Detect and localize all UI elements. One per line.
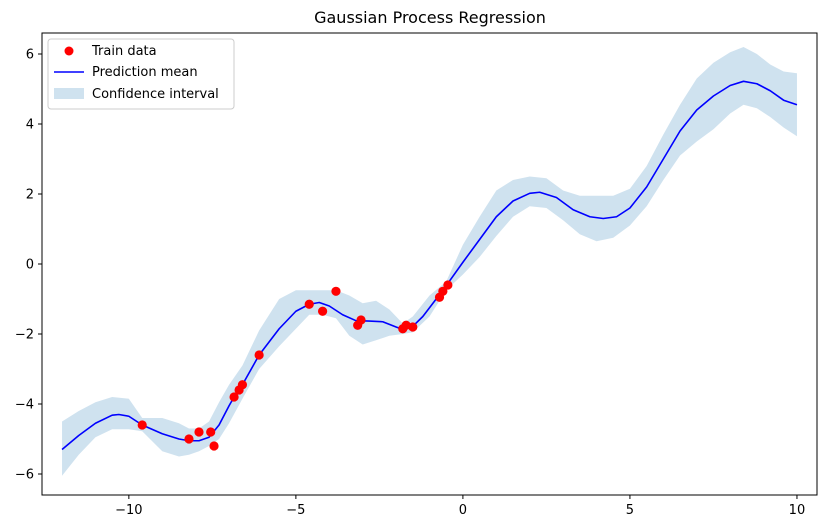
legend-train-data-label: Train data [91,44,157,59]
x-tick-label: −5 [286,503,305,518]
train-data-point [331,286,341,296]
train-data-point [356,315,366,325]
plot-area [61,47,798,476]
x-tick-label: −10 [115,503,142,518]
y-tick-label: 4 [26,118,34,133]
train-data-point [206,427,216,437]
y-tick-label: −6 [15,468,34,483]
confidence-interval-band [62,47,797,476]
y-tick-label: 6 [26,48,34,63]
y-tick-label: 0 [26,258,34,273]
train-data-point [318,306,328,316]
y-tick-label: 2 [26,188,34,203]
axis-ticks: −10 −5 0 5 10 −6 −4 −2 0 2 4 6 [15,48,805,519]
legend-confidence-interval-label: Confidence interval [92,87,219,102]
train-data-point [254,350,264,360]
x-tick-label: 5 [626,503,634,518]
legend: Train data Prediction mean Confidence in… [47,38,235,110]
legend-confidence-interval-patch [54,88,84,99]
legend-box [47,38,235,110]
legend-train-data-marker [64,46,74,56]
train-data-point [408,322,418,332]
legend-prediction-mean-label: Prediction mean [92,65,198,80]
train-data-point [194,427,204,437]
train-data-point [229,392,239,402]
y-tick-label: −4 [15,398,34,413]
train-data-point [209,441,219,451]
train-data-point [443,280,453,290]
train-data-point [184,434,194,444]
x-tick-label: 10 [789,503,806,518]
train-data-point [237,380,248,390]
train-data-point [137,420,147,430]
train-data-point [438,286,448,296]
x-tick-label: 0 [459,503,467,518]
y-tick-label: −2 [15,328,34,343]
chart-title: Gaussian Process Regression [314,8,546,27]
train-data-point [304,299,314,309]
